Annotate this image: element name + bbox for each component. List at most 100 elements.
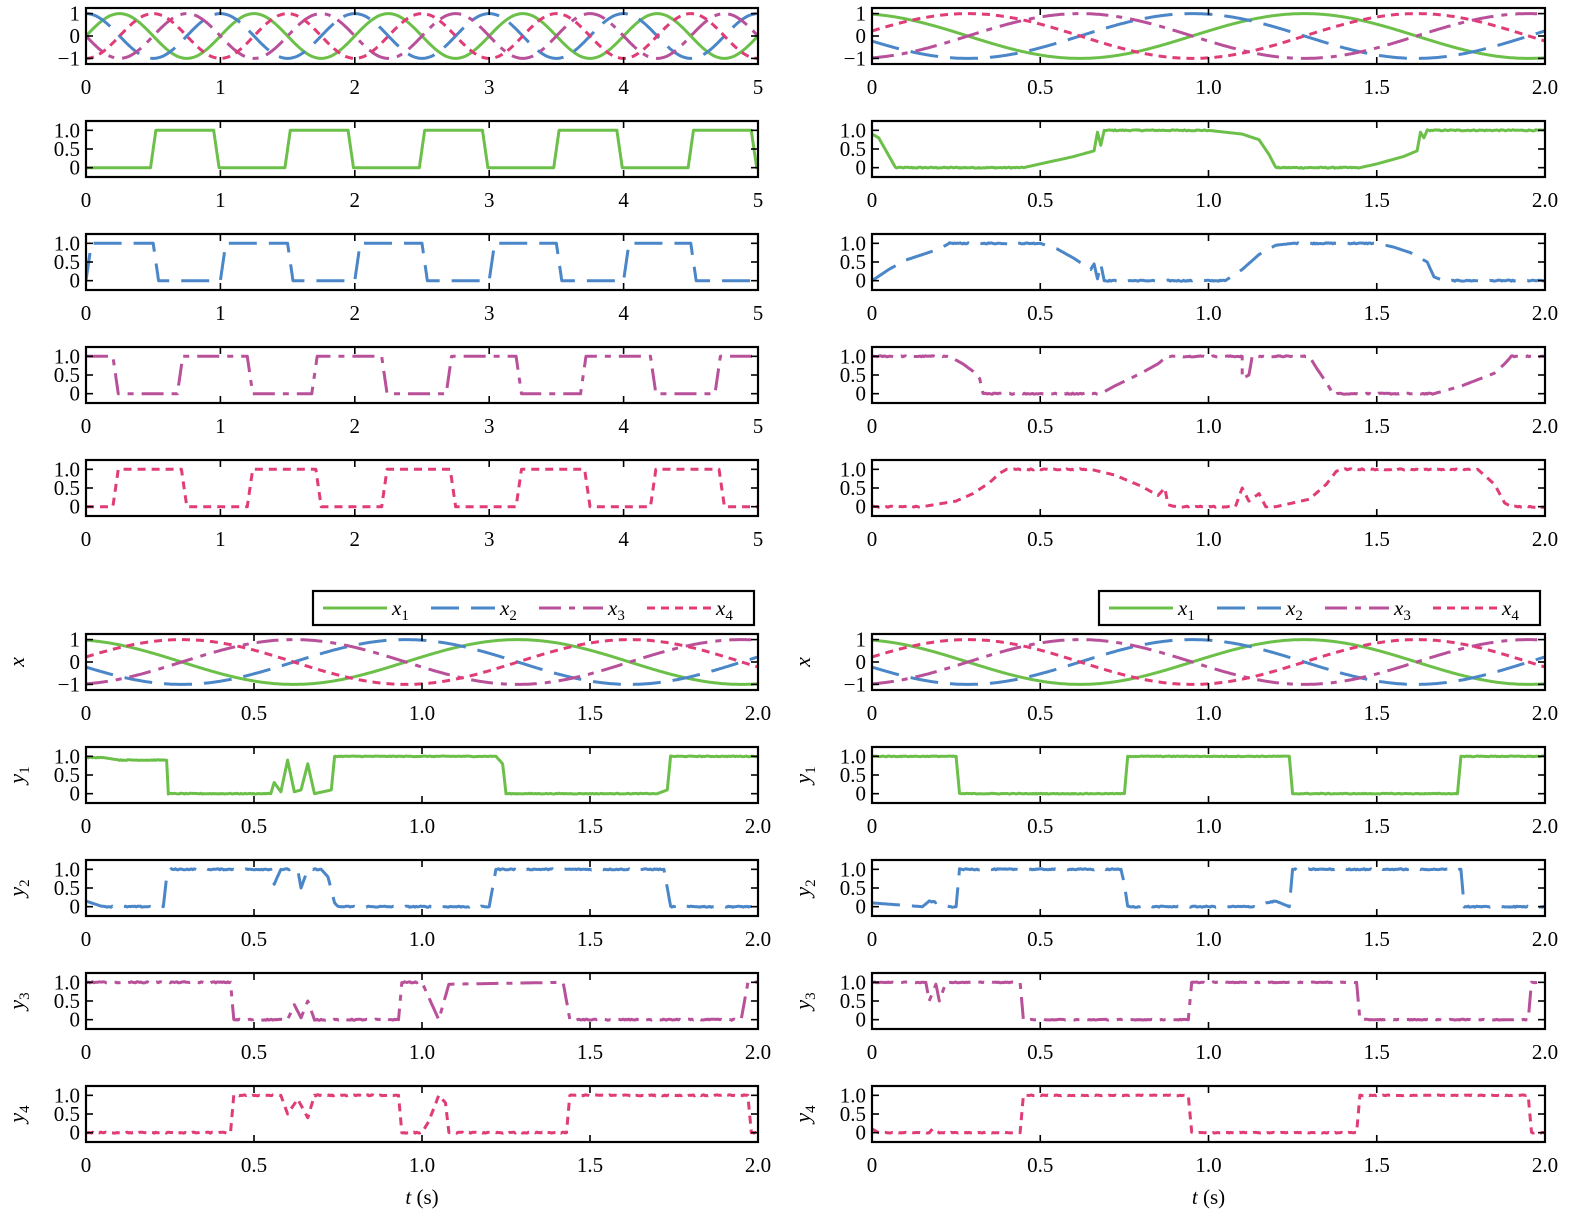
subplot-2: 00.51.00 1 2 3 4 5 bbox=[54, 118, 764, 212]
x-tick-label: 2 bbox=[350, 75, 361, 99]
x-tick-label: 1.0 bbox=[1195, 188, 1221, 212]
y-tick-label: 1 bbox=[856, 2, 867, 26]
y-tick-label: 0 bbox=[856, 782, 867, 806]
series-line-x3 bbox=[86, 638, 758, 686]
y-tick-label: 1 bbox=[70, 628, 81, 652]
y-tick-label: 0.5 bbox=[54, 137, 80, 161]
y-tick-label: 1.0 bbox=[54, 457, 80, 481]
x-tick-label: 3 bbox=[484, 527, 495, 551]
x-tick-label: 1.5 bbox=[1364, 1153, 1390, 1177]
y-tick-label: 0.5 bbox=[840, 137, 866, 161]
y-tick-label: 0.5 bbox=[840, 476, 866, 500]
y-tick-label: 0 bbox=[70, 650, 81, 674]
y-axis-label: y4 bbox=[4, 1105, 33, 1125]
y-tick-label: 0 bbox=[856, 382, 867, 406]
subplot-2: 00.51.00 0.5 1.0 1.5 2.0y1 bbox=[790, 744, 1558, 838]
legend: x1 x2 x3 x4 bbox=[1097, 589, 1542, 627]
x-tick-label: 3 bbox=[484, 301, 495, 325]
x-tick-label: 2.0 bbox=[1532, 927, 1558, 951]
series-line-x1 bbox=[872, 638, 1545, 686]
y-tick-label: 0.5 bbox=[840, 250, 866, 274]
subplot-4: 00.51.00 0.5 1.0 1.5 2.0y3 bbox=[790, 970, 1558, 1064]
y-tick-label: 1.0 bbox=[840, 231, 866, 255]
x-tick-label: 0 bbox=[81, 527, 92, 551]
series-line-x4 bbox=[86, 12, 758, 60]
y-tick-label: 1.0 bbox=[840, 970, 866, 994]
x-tick-label: 4 bbox=[618, 301, 629, 325]
series-line-x3 bbox=[872, 638, 1545, 686]
series-line-x3 bbox=[86, 12, 758, 60]
series-line-y2 bbox=[86, 867, 758, 909]
y-tick-label: 1 bbox=[70, 2, 81, 26]
x-tick-label: 0.5 bbox=[1027, 927, 1053, 951]
y-tick-label: 1.0 bbox=[840, 857, 866, 881]
x-tick-label: 0 bbox=[81, 1153, 92, 1177]
y-tick-label: 1.0 bbox=[54, 857, 80, 881]
x-tick-label: 2.0 bbox=[1532, 527, 1558, 551]
series-line-x2 bbox=[86, 12, 758, 60]
axes-frame bbox=[870, 345, 1547, 405]
x-tick-label: 0 bbox=[81, 701, 92, 725]
y-tick-label: 0 bbox=[70, 1121, 81, 1145]
x-tick-label: 1.0 bbox=[409, 814, 435, 838]
x-tick-label: 1.0 bbox=[1195, 701, 1221, 725]
y-tick-label: −1 bbox=[844, 46, 866, 70]
x-tick-label: 0.5 bbox=[241, 701, 267, 725]
subplot-4: 00.51.00 1 2 3 4 5 bbox=[54, 344, 764, 438]
x-tick-label: 1.0 bbox=[1195, 414, 1221, 438]
x-tick-label: 3 bbox=[484, 75, 495, 99]
x-tick-label: 0.5 bbox=[241, 1153, 267, 1177]
series-line-x3 bbox=[872, 12, 1545, 60]
x-tick-label: 0 bbox=[81, 814, 92, 838]
series-line-x4 bbox=[872, 12, 1545, 60]
x-tick-label: 1.5 bbox=[1364, 927, 1390, 951]
series-line-x1 bbox=[872, 12, 1545, 60]
x-tick-label: 2.0 bbox=[745, 814, 771, 838]
x-tick-label: 1 bbox=[215, 301, 226, 325]
x-tick-label: 2.0 bbox=[1532, 414, 1558, 438]
x-tick-label: 2.0 bbox=[1532, 814, 1558, 838]
x-tick-label: 1.0 bbox=[1195, 814, 1221, 838]
x-tick-label: 1.5 bbox=[1364, 188, 1390, 212]
x-tick-label: 5 bbox=[753, 527, 764, 551]
y-tick-label: 0.5 bbox=[54, 989, 80, 1013]
x-tick-label: 0.5 bbox=[1027, 75, 1053, 99]
x-tick-label: 1.0 bbox=[1195, 301, 1221, 325]
x-tick-label: 0 bbox=[867, 188, 878, 212]
x-tick-label: 0.5 bbox=[241, 814, 267, 838]
x-tick-label: 2 bbox=[350, 188, 361, 212]
x-tick-label: 1.5 bbox=[1364, 75, 1390, 99]
series-line-y3 bbox=[86, 354, 758, 396]
y-tick-label: 0 bbox=[70, 782, 81, 806]
y-tick-label: 0 bbox=[856, 1121, 867, 1145]
y-tick-label: 0.5 bbox=[54, 476, 80, 500]
y-tick-label: 0.5 bbox=[54, 876, 80, 900]
y-tick-label: 0.5 bbox=[840, 876, 866, 900]
series-line-y1 bbox=[86, 128, 758, 170]
y-tick-label: −1 bbox=[58, 672, 80, 696]
axes-frame bbox=[870, 971, 1547, 1031]
x-tick-label: 5 bbox=[753, 188, 764, 212]
x-tick-label: 1 bbox=[215, 414, 226, 438]
x-tick-label: 2.0 bbox=[1532, 701, 1558, 725]
x-tick-label: 1 bbox=[215, 527, 226, 551]
series-line-x2 bbox=[872, 638, 1545, 686]
y-axis-label: y2 bbox=[790, 879, 819, 898]
series-line-y4 bbox=[86, 1093, 758, 1135]
series-line-y3 bbox=[872, 354, 1545, 396]
y-axis-label: y3 bbox=[790, 992, 819, 1011]
x-tick-label: 4 bbox=[618, 527, 629, 551]
x-tick-label: 0 bbox=[867, 527, 878, 551]
x-tick-label: 0.5 bbox=[1027, 527, 1053, 551]
x-tick-label: 1.0 bbox=[1195, 1153, 1221, 1177]
y-tick-label: 0 bbox=[856, 156, 867, 180]
x-tick-label: 2.0 bbox=[1532, 1040, 1558, 1064]
y-tick-label: 0.5 bbox=[54, 1102, 80, 1126]
x-tick-label: 1.0 bbox=[1195, 75, 1221, 99]
